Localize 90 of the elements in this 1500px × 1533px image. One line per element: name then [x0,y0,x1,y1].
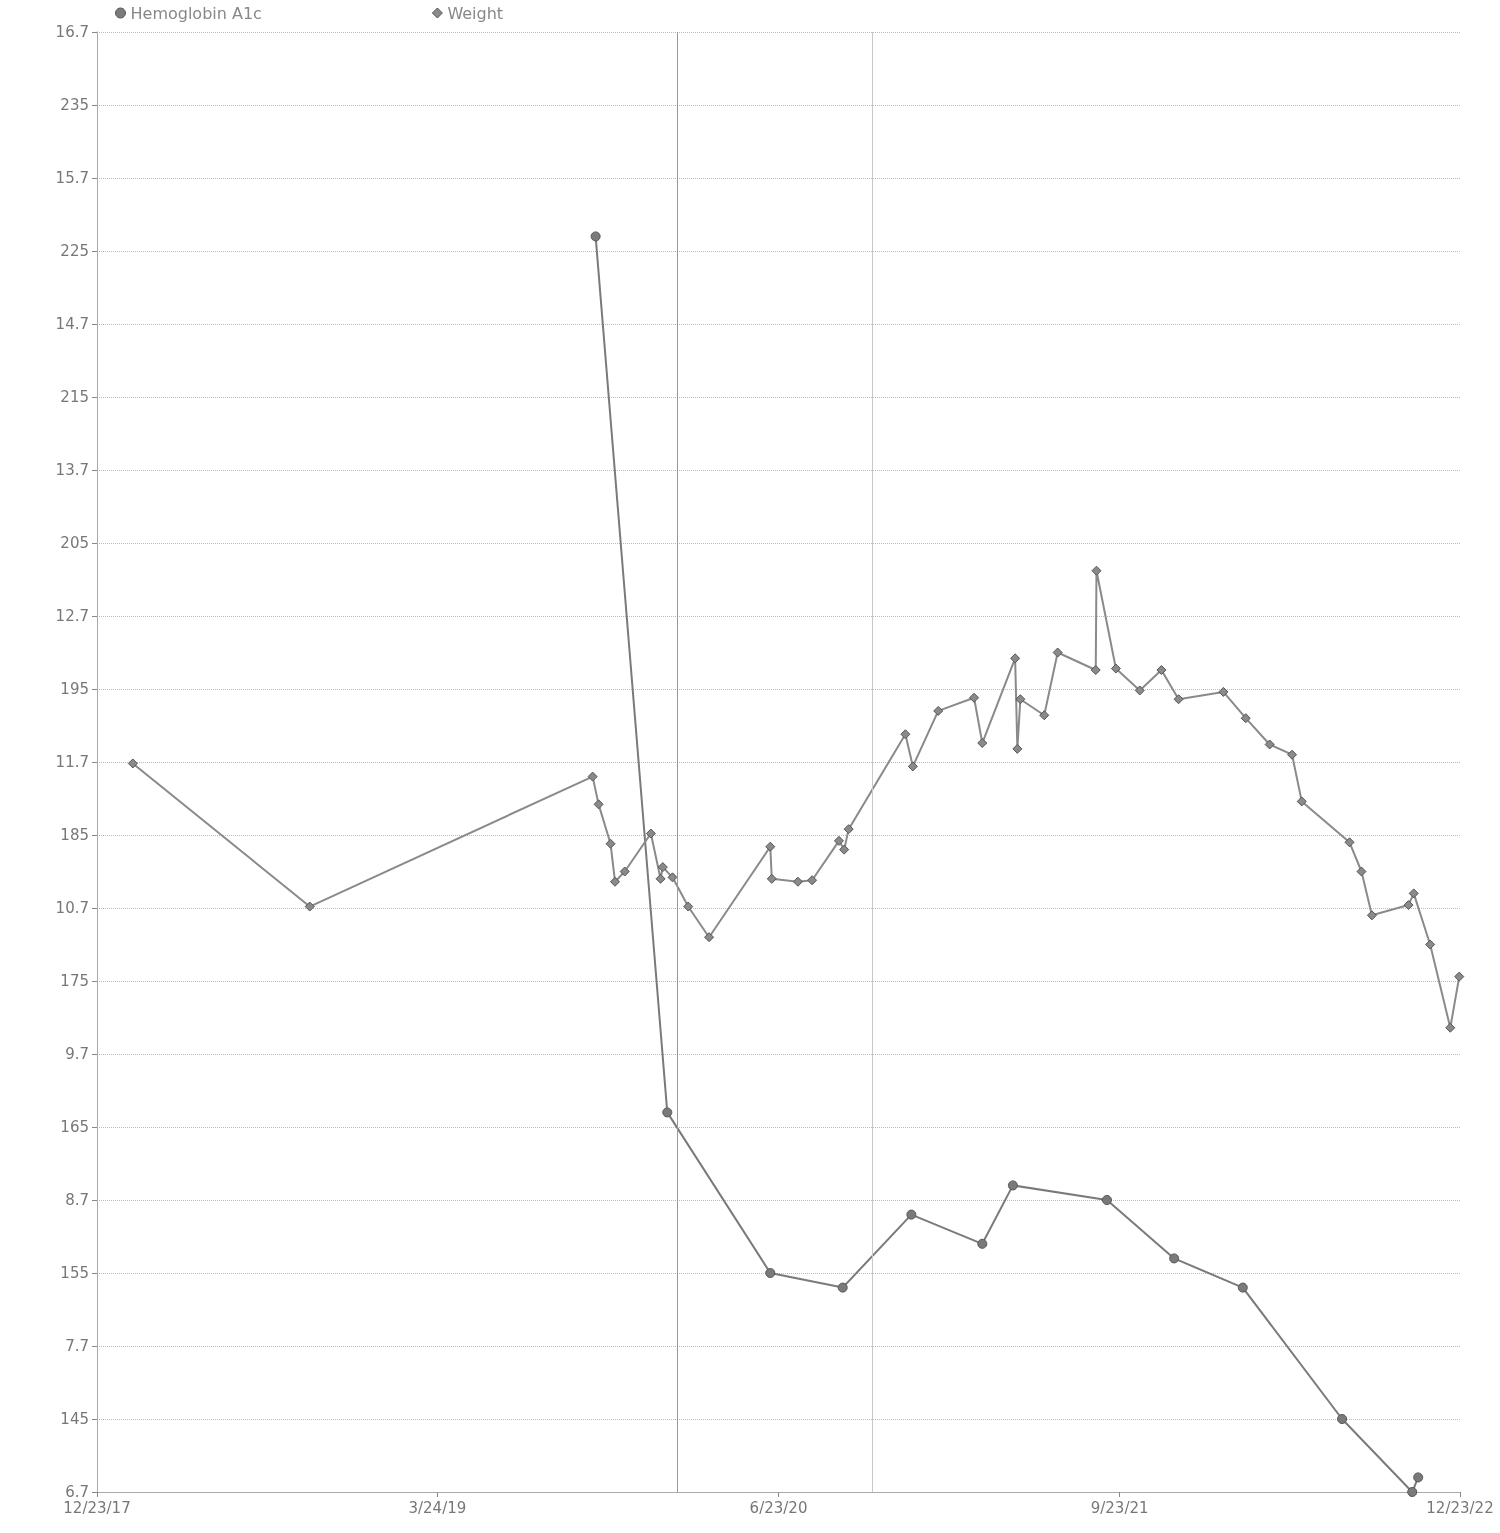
x-tick-label: 12/23/17 [63,1498,131,1517]
point [304,901,315,912]
point [900,729,911,740]
point [1296,796,1307,807]
point [839,844,850,855]
x-tick-label: 3/24/19 [408,1498,467,1517]
point [833,835,844,846]
point [766,873,777,884]
point [610,876,621,887]
y-tick-label: 10.7 [55,899,89,917]
point [590,231,601,242]
y-tick-label: 6.7 [65,1483,89,1501]
point [1101,1195,1112,1205]
point [1413,1472,1424,1483]
point [1173,694,1184,705]
point [587,771,598,782]
point [1425,939,1436,950]
x-tick-label: 12/23/22 [1426,1498,1494,1517]
point [127,758,138,769]
point [1015,694,1026,705]
point [605,838,616,849]
point [906,1209,917,1220]
y-tick-label: 11.7 [55,753,89,771]
y2-tick-label: 205 [60,534,89,552]
point [1007,1180,1018,1191]
y-tick-label: 12.7 [55,607,89,625]
y2-tick-label: 155 [60,1264,89,1282]
point [792,876,803,887]
point [977,1238,988,1249]
point [1408,888,1419,899]
point [667,872,678,883]
point [1052,647,1063,658]
point [969,692,980,703]
y-tick-label: 13.7 [55,461,89,479]
point [1454,971,1465,982]
point [1237,1282,1248,1293]
point [593,799,604,810]
y2-tick-label: 195 [60,680,89,698]
point [765,841,776,852]
point [1110,663,1121,674]
point [619,866,630,877]
point [1240,713,1251,724]
y2-tick-label: 225 [60,242,89,260]
y2-tick-label: 235 [60,96,89,114]
y2-tick-label: 145 [60,1410,89,1428]
point [1218,686,1229,697]
point [1134,685,1145,696]
x-tick-label: 6/23/20 [749,1498,808,1517]
point [1169,1253,1180,1264]
point [1039,710,1050,721]
point [765,1268,776,1278]
point [1356,866,1367,877]
point [1445,1022,1456,1033]
y2-tick-label: 185 [60,826,89,844]
point [1344,837,1355,848]
point [683,901,694,912]
point [704,932,715,943]
point [1156,665,1167,676]
y2-tick-label: 165 [60,1118,89,1136]
point [1090,665,1101,676]
point [1012,743,1023,754]
point [1091,565,1102,576]
y2-tick-label: 215 [60,388,89,406]
x-tick-label: 9/23/21 [1090,1498,1149,1517]
point [655,873,666,884]
point [662,1107,673,1118]
y-tick-label: 16.7 [55,23,89,41]
point [907,761,918,772]
legend-label: Hemoglobin A1c [130,3,262,23]
point [933,705,944,716]
y-tick-label: 15.7 [55,169,89,187]
y2-tick-label: 175 [60,972,89,990]
point [1010,653,1021,664]
legend-label: Weight [447,3,504,23]
y-tick-label: 8.7 [65,1191,89,1209]
point [977,738,988,749]
y-tick-label: 14.7 [55,315,89,333]
point [1366,910,1377,921]
point [645,828,656,839]
point [837,1282,848,1293]
y-tick-label: 9.7 [65,1045,89,1063]
point [807,875,818,886]
point [843,824,854,835]
point [1407,1487,1418,1497]
point [657,862,668,873]
point [1287,749,1298,760]
y-tick-label: 7.7 [65,1337,89,1355]
point [1264,739,1275,750]
point [1337,1414,1348,1424]
point [1403,900,1414,911]
